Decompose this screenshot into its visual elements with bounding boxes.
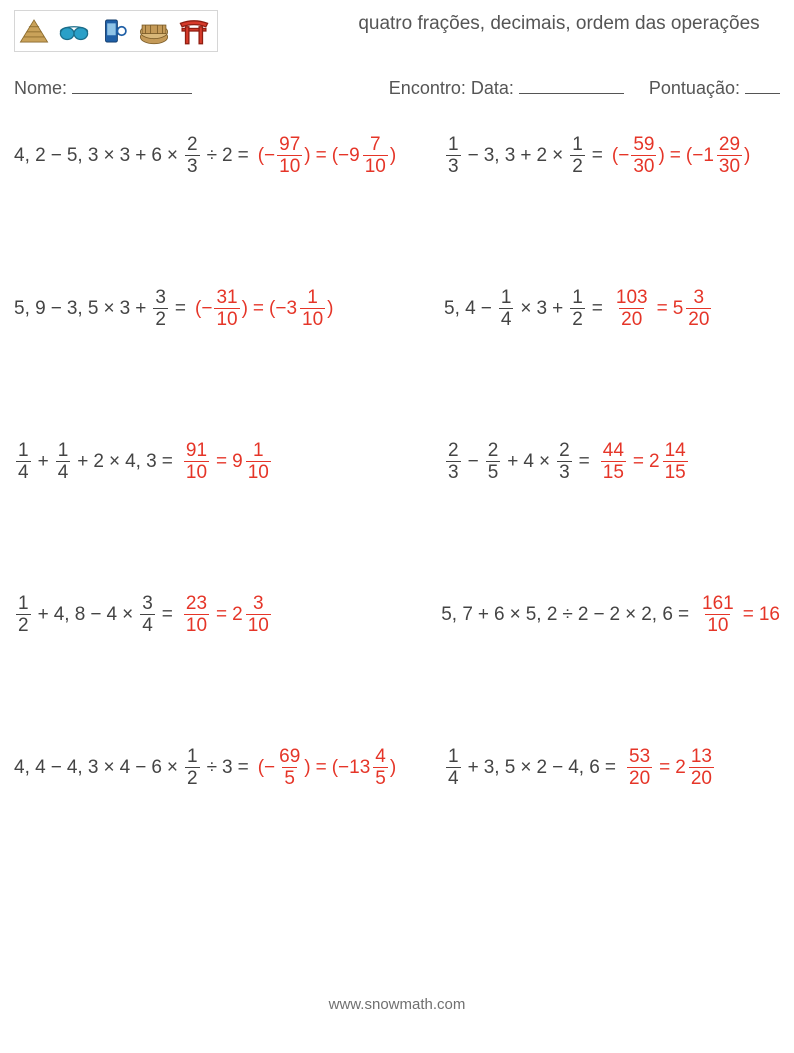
problem-answer: (−9710)=(−9710) [258,135,396,176]
problem-row: 5, 9−3, 5×3+32=(−3110)=(−3110)5, 4−14×3+… [14,288,780,329]
name-blank[interactable] [72,74,192,94]
problem-expression: 5, 4−14×3+12= [444,288,608,329]
problem-expression: 23−25+4×23= [444,441,595,482]
problem: 14+14+2×4, 3=9110=9110 [14,441,444,482]
problem-answer: 9110=9110 [182,441,273,482]
problem: 5, 9−3, 5×3+32=(−3110)=(−3110) [14,288,444,329]
problem: 5, 7+6×5, 2÷2−2×2, 6=16110=16 [441,594,780,635]
problem-answer: 2310=2310 [182,594,273,635]
pyramid-icon [17,16,51,46]
problem-answer: (−5930)=(−12930) [612,135,750,176]
problem: 5, 4−14×3+12=10320=5320 [444,288,780,329]
problem-expression: 4, 4−4, 3×4−6×12÷3= [14,747,254,788]
worksheet-page: quatro frações, decimais, ordem das oper… [0,0,794,1053]
sunglasses-icon [57,16,91,46]
header-row: quatro frações, decimais, ordem das oper… [0,0,794,52]
problem-expression: 4, 2−5, 3×3+6×23÷2= [14,135,254,176]
score-label: Pontuação: [649,78,740,98]
problem: 23−25+4×23=4415=21415 [444,441,780,482]
colosseum-icon [137,16,171,46]
worksheet-title: quatro frações, decimais, ordem das oper… [318,10,794,36]
score-blank[interactable] [745,74,780,94]
problem-expression: 5, 7+6×5, 2÷2−2×2, 6= [441,605,694,624]
problem-expression: 14+14+2×4, 3= [14,441,178,482]
device-icon [97,16,131,46]
problem: 4, 4−4, 3×4−6×12÷3=(−695)=(−1345) [14,747,444,788]
name-label: Nome: [14,78,67,98]
problem-expression: 14+3, 5×2−4, 6= [444,747,621,788]
problem: 4, 2−5, 3×3+6×23÷2=(−9710)=(−9710) [14,135,444,176]
problem: 14+3, 5×2−4, 6=5320=21320 [444,747,780,788]
torii-icon [177,16,211,46]
problem-row: 12+4, 8−4×34=2310=23105, 7+6×5, 2÷2−2×2,… [14,594,780,635]
info-row: Nome: Encontro: Data: Pontuação: [0,52,794,99]
date-blank[interactable] [519,74,624,94]
problem-expression: 12+4, 8−4×34= [14,594,178,635]
problem-row: 4, 2−5, 3×3+6×23÷2=(−9710)=(−9710)13−3, … [14,135,780,176]
icon-bar [14,10,218,52]
problem-answer: 4415=21415 [599,441,690,482]
problem-expression: 13−3, 3+2×12= [444,135,608,176]
problem-answer: 16110=16 [698,594,780,635]
problem: 13−3, 3+2×12=(−5930)=(−12930) [444,135,780,176]
problem-expression: 5, 9−3, 5×3+32= [14,288,191,329]
problem-row: 14+14+2×4, 3=9110=911023−25+4×23=4415=21… [14,441,780,482]
date-label: Encontro: Data: [389,78,514,98]
problem-answer: (−3110)=(−3110) [195,288,333,329]
name-field: Nome: [14,74,389,99]
problem-answer: 10320=5320 [612,288,714,329]
problem-row: 4, 4−4, 3×4−6×12÷3=(−695)=(−1345)14+3, 5… [14,747,780,788]
problems-grid: 4, 2−5, 3×3+6×23÷2=(−9710)=(−9710)13−3, … [0,99,794,788]
problem-answer: 5320=21320 [625,747,716,788]
meta-fields: Encontro: Data: Pontuação: [389,74,780,99]
problem-answer: (−695)=(−1345) [258,747,396,788]
problem: 12+4, 8−4×34=2310=2310 [14,594,441,635]
footer-url: www.snowmath.com [0,996,794,1013]
